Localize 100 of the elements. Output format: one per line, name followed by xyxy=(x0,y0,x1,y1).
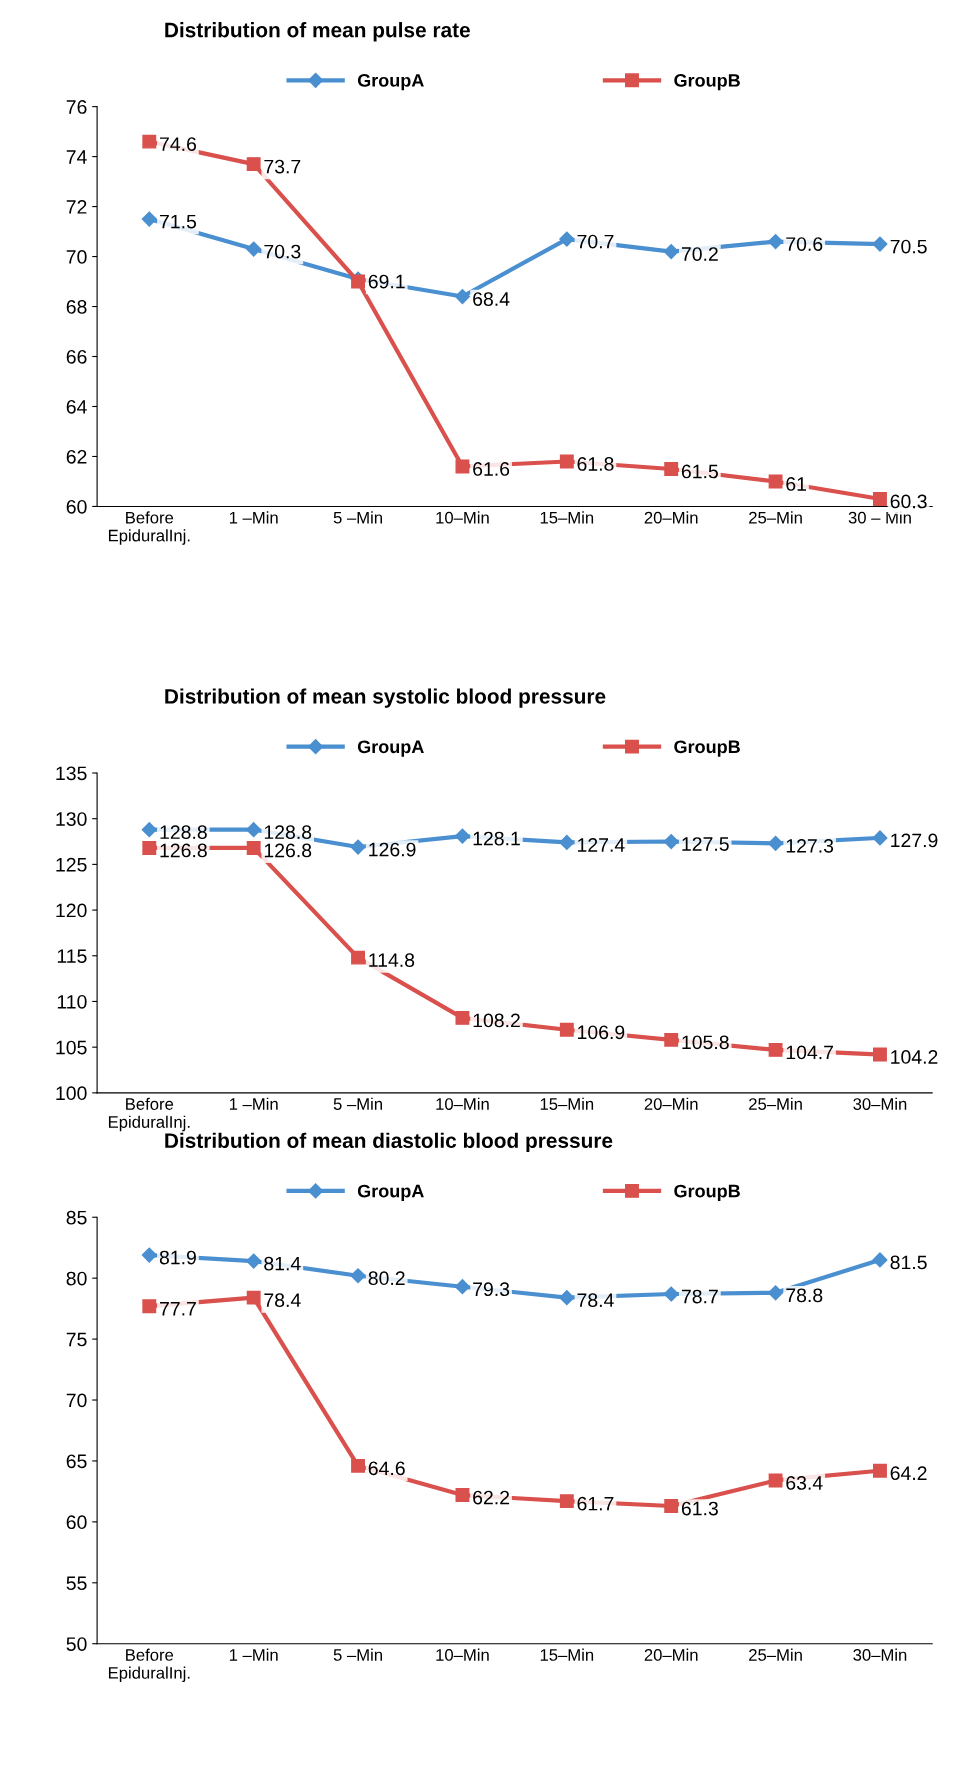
data-label: 78.4 xyxy=(577,1293,614,1308)
point xyxy=(246,1290,261,1305)
point xyxy=(559,231,575,247)
y-tick-label: 74 xyxy=(66,150,87,164)
data-label: 127.5 xyxy=(682,837,729,851)
point xyxy=(872,236,888,252)
x-tick-label: 1 –Min xyxy=(229,511,278,524)
point xyxy=(872,830,888,846)
y-tick-label: 80 xyxy=(66,1271,87,1286)
point xyxy=(246,157,261,172)
y-tick-label: 76 xyxy=(66,100,87,114)
y-tick-label: 75 xyxy=(66,1332,87,1347)
data-label: 78.8 xyxy=(786,1288,823,1303)
data-label: 78.7 xyxy=(681,1289,718,1304)
data-label: 61.7 xyxy=(577,1496,614,1511)
x-tick-label: 5 –Min xyxy=(333,1097,382,1110)
y-tick-label: 115 xyxy=(57,949,87,964)
data-label: 61.6 xyxy=(473,462,510,476)
data-label: 69.1 xyxy=(368,274,405,289)
data-label: 128.8 xyxy=(160,825,207,840)
x-tick-label: 30–Min xyxy=(853,1648,907,1661)
point xyxy=(768,233,784,250)
data-label: 128.8 xyxy=(264,825,312,840)
x-tick-label: Before EpiduralInj. xyxy=(108,511,190,545)
data-label: 60.3 xyxy=(890,494,927,509)
point xyxy=(141,822,157,838)
y-tick-label: 55 xyxy=(66,1576,87,1591)
point xyxy=(455,459,470,474)
x-tick-label: 5 –Min xyxy=(333,1648,382,1661)
x-tick-label: 15–Min xyxy=(540,1097,594,1110)
y-tick-label: 130 xyxy=(56,812,87,826)
y-tick-label: 125 xyxy=(56,857,87,872)
x-tick-label: 1 –Min xyxy=(229,1097,278,1110)
data-label: 70.6 xyxy=(786,237,823,251)
point xyxy=(768,1285,784,1301)
data-label: 108.2 xyxy=(473,1013,520,1028)
data-label: 71.5 xyxy=(160,214,197,229)
data-label: 126.9 xyxy=(369,842,416,857)
y-tick-label: 135 xyxy=(56,766,87,781)
point xyxy=(663,833,679,850)
point xyxy=(246,241,262,257)
point xyxy=(664,1499,679,1513)
data-label: 64.6 xyxy=(368,1461,405,1476)
point xyxy=(873,1047,887,1062)
point xyxy=(559,834,575,851)
point xyxy=(246,1253,262,1269)
y-tick-label: 85 xyxy=(66,1210,87,1225)
y-tick-label: 64 xyxy=(66,399,87,414)
data-label: 61.3 xyxy=(681,1501,718,1516)
legend-label: GroupB xyxy=(674,1184,740,1201)
point xyxy=(768,1473,783,1488)
point xyxy=(455,1010,470,1025)
y-tick-label: 60 xyxy=(66,499,87,514)
data-label: 70.5 xyxy=(890,239,927,254)
data-label: 128.1 xyxy=(473,831,520,846)
point xyxy=(350,839,366,855)
y-tick-label: 110 xyxy=(57,994,87,1009)
y-tick-label: 65 xyxy=(66,1454,87,1469)
y-tick-label: 70 xyxy=(66,250,87,264)
data-label: 126.8 xyxy=(160,843,207,858)
point xyxy=(455,1488,470,1503)
x-tick-label: Before EpiduralInj. xyxy=(108,1097,190,1132)
x-tick-label: 10–Min xyxy=(436,1648,489,1661)
data-label: 127.3 xyxy=(786,838,834,853)
point xyxy=(664,1032,679,1047)
point xyxy=(350,1268,366,1284)
x-tick-label: 25–Min xyxy=(749,1097,802,1110)
legend-label: GroupB xyxy=(674,74,740,91)
y-tick-label: 66 xyxy=(66,349,87,364)
point xyxy=(873,1463,887,1478)
y-tick-label: 50 xyxy=(66,1637,87,1651)
data-label: 68.4 xyxy=(473,292,510,306)
point xyxy=(351,1458,366,1473)
point xyxy=(351,950,366,965)
data-label: 80.2 xyxy=(368,1271,405,1286)
data-label: 61 xyxy=(786,477,806,491)
point xyxy=(246,822,262,838)
x-tick-label: 25–Min xyxy=(749,1648,802,1661)
x-tick-label: 25–Min xyxy=(749,511,802,524)
x-tick-label: 15–Min xyxy=(540,511,594,524)
y-tick-label: 105 xyxy=(56,1040,87,1055)
point xyxy=(559,1022,574,1037)
point xyxy=(559,1290,575,1306)
data-label: 114.8 xyxy=(369,953,415,967)
legend-label: GroupA xyxy=(357,1184,424,1201)
y-tick-label: 68 xyxy=(66,300,87,314)
point xyxy=(454,1279,471,1295)
data-label: 74.6 xyxy=(160,137,196,151)
point xyxy=(142,134,157,149)
x-tick-label: 20–Min xyxy=(644,1097,698,1110)
data-label: 61.8 xyxy=(577,457,614,471)
x-tick-label: 20–Min xyxy=(644,1648,698,1661)
data-label: 126.8 xyxy=(264,843,312,858)
data-label: 78.4 xyxy=(264,1293,301,1308)
x-tick-label: 30 – Min xyxy=(848,511,911,524)
data-label: 81.9 xyxy=(159,1250,196,1265)
chart-title: Distribution of mean pulse rate xyxy=(165,22,470,42)
data-label: 73.7 xyxy=(264,159,301,174)
y-tick-label: 62 xyxy=(66,449,87,464)
data-label: 79.3 xyxy=(473,1282,510,1297)
